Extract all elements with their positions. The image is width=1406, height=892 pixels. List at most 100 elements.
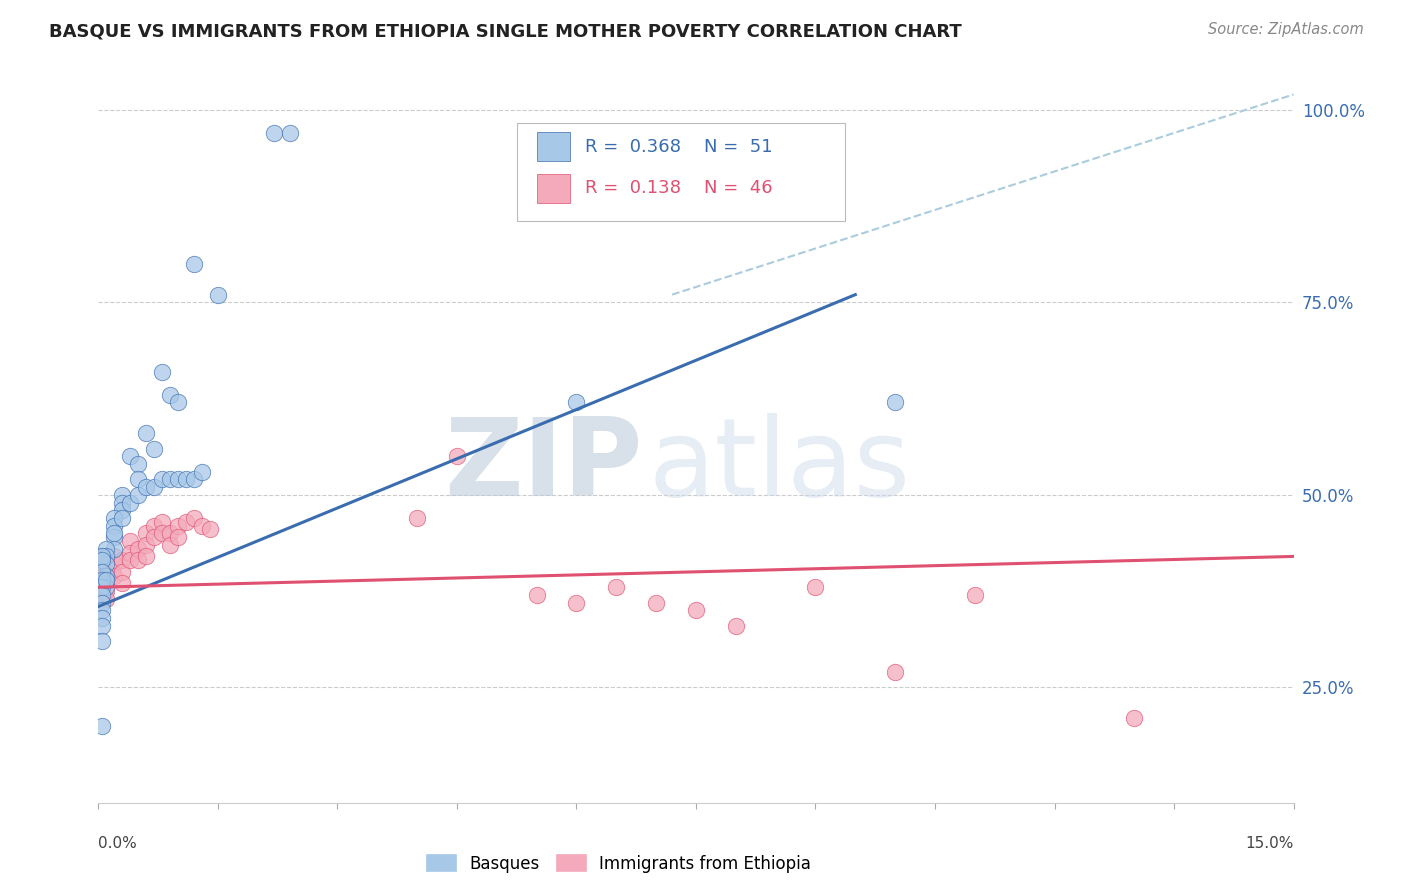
Point: [804, 580, 827, 594]
Point: [150, 365, 173, 379]
FancyBboxPatch shape: [537, 174, 571, 203]
Point: [91, 611, 114, 625]
Point: [91, 549, 114, 564]
Point: [103, 549, 125, 564]
Point: [183, 511, 205, 525]
Point: [127, 472, 149, 486]
Text: atlas: atlas: [648, 413, 910, 519]
Point: [103, 568, 125, 582]
Point: [96, 557, 118, 571]
Point: [167, 395, 190, 409]
Point: [159, 526, 181, 541]
Point: [91, 580, 114, 594]
Point: [167, 530, 190, 544]
Point: [191, 465, 214, 479]
Point: [111, 488, 134, 502]
Point: [111, 576, 134, 591]
FancyBboxPatch shape: [517, 122, 845, 221]
Point: [150, 472, 173, 486]
Text: Source: ZipAtlas.com: Source: ZipAtlas.com: [1208, 22, 1364, 37]
Point: [91, 596, 114, 610]
Point: [127, 488, 149, 502]
Point: [127, 541, 149, 556]
Point: [91, 719, 114, 733]
Point: [406, 511, 429, 525]
Point: [96, 565, 118, 579]
Point: [111, 495, 134, 509]
Point: [159, 538, 181, 552]
Point: [135, 426, 157, 441]
Point: [120, 553, 142, 567]
Point: [143, 442, 166, 456]
Point: [91, 565, 114, 579]
Point: [111, 511, 134, 525]
Point: [174, 472, 197, 486]
Point: [111, 503, 134, 517]
Point: [183, 472, 205, 486]
Point: [111, 553, 134, 567]
Text: BASQUE VS IMMIGRANTS FROM ETHIOPIA SINGLE MOTHER POVERTY CORRELATION CHART: BASQUE VS IMMIGRANTS FROM ETHIOPIA SINGL…: [49, 22, 962, 40]
Point: [150, 515, 173, 529]
Point: [96, 568, 118, 582]
Point: [111, 565, 134, 579]
Point: [167, 518, 190, 533]
Point: [159, 472, 181, 486]
Text: ZIP: ZIP: [444, 413, 643, 519]
Point: [127, 553, 149, 567]
Point: [91, 580, 114, 594]
Point: [198, 523, 221, 537]
Point: [884, 395, 907, 409]
Point: [565, 395, 588, 409]
Point: [103, 541, 125, 556]
Point: [120, 534, 142, 549]
Point: [91, 565, 114, 579]
Point: [96, 549, 118, 564]
Point: [103, 511, 125, 525]
Point: [96, 584, 118, 599]
Point: [143, 480, 166, 494]
Point: [724, 618, 747, 632]
Point: [96, 573, 118, 587]
Point: [207, 287, 229, 301]
Point: [96, 573, 118, 587]
Point: [167, 472, 190, 486]
Point: [565, 596, 588, 610]
Point: [91, 618, 114, 632]
Legend: Basques, Immigrants from Ethiopia: Basques, Immigrants from Ethiopia: [419, 847, 818, 880]
FancyBboxPatch shape: [537, 132, 571, 161]
Point: [91, 588, 114, 602]
Point: [96, 541, 118, 556]
Point: [645, 596, 668, 610]
Point: [91, 549, 114, 564]
Point: [103, 518, 125, 533]
Point: [263, 126, 285, 140]
Point: [278, 126, 301, 140]
Point: [174, 515, 197, 529]
Point: [884, 665, 907, 679]
Text: 15.0%: 15.0%: [1246, 836, 1294, 851]
Point: [135, 549, 157, 564]
Point: [191, 518, 214, 533]
Point: [91, 573, 114, 587]
Point: [135, 526, 157, 541]
Point: [91, 603, 114, 617]
Point: [143, 530, 166, 544]
Point: [150, 526, 173, 541]
Point: [685, 603, 707, 617]
Point: [1123, 711, 1146, 725]
Point: [120, 545, 142, 559]
Point: [127, 457, 149, 471]
Point: [446, 450, 468, 464]
Point: [103, 530, 125, 544]
Point: [526, 588, 548, 602]
Point: [963, 588, 986, 602]
Point: [91, 553, 114, 567]
Point: [96, 580, 118, 594]
Text: 0.0%: 0.0%: [98, 836, 138, 851]
Point: [103, 557, 125, 571]
Point: [120, 450, 142, 464]
Point: [120, 495, 142, 509]
Point: [91, 634, 114, 648]
Point: [143, 518, 166, 533]
Point: [605, 580, 627, 594]
